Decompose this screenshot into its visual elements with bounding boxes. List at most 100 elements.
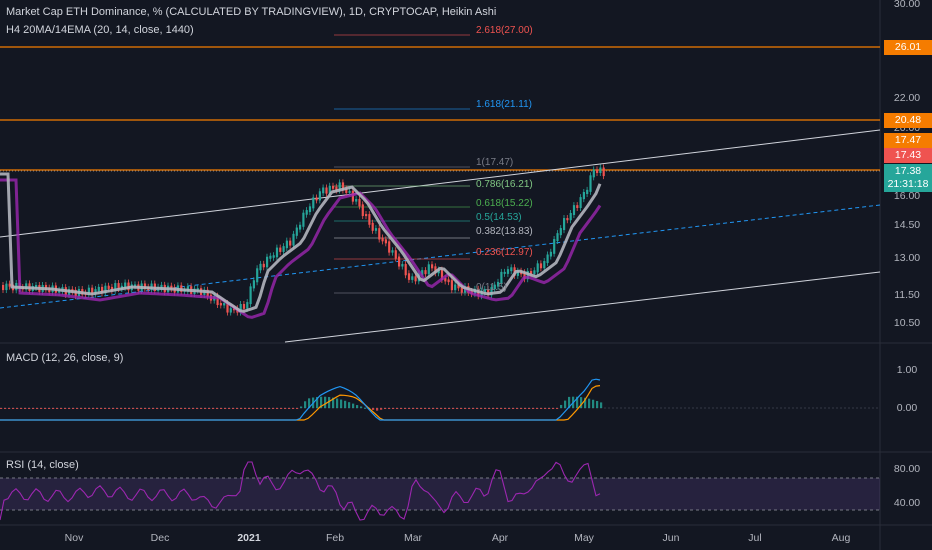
- macd-histogram-bar: [24, 408, 27, 409]
- time-label: Mar: [403, 532, 423, 544]
- macd-histogram-bar: [576, 396, 579, 408]
- candle: [275, 247, 279, 258]
- ma-line: [0, 172, 602, 313]
- candle: [252, 280, 255, 289]
- candle: [483, 289, 486, 293]
- macd-histogram-bar: [444, 408, 447, 409]
- candle: [437, 269, 440, 274]
- candle: [302, 212, 305, 227]
- candle: [582, 192, 585, 200]
- candle: [384, 239, 387, 244]
- candle: [447, 279, 450, 283]
- time-label: 2021: [237, 532, 261, 544]
- macd-histogram-bar: [120, 408, 123, 409]
- macd-histogram-bar: [260, 408, 263, 409]
- macd-histogram-bar: [100, 408, 103, 409]
- macd-histogram-bar: [460, 408, 463, 409]
- macd-histogram-bar: [324, 396, 327, 408]
- price-tag-17-47: 17.47: [884, 133, 932, 148]
- macd-histogram-bar: [476, 408, 479, 409]
- candle: [5, 283, 8, 291]
- macd-histogram-bar: [128, 408, 131, 409]
- price-tag-26-01: 26.01: [884, 40, 932, 55]
- candle: [566, 218, 569, 221]
- indicator-legend[interactable]: H4 20MA/14EMA (20, 14, close, 1440): [6, 24, 194, 36]
- candle: [543, 261, 546, 269]
- macd-histogram-bar: [196, 408, 199, 409]
- macd-histogram-bar: [456, 408, 459, 409]
- macd-histogram-bar: [192, 408, 195, 409]
- macd-histogram-bar: [300, 406, 303, 408]
- time-label: May: [574, 532, 594, 544]
- macd-histogram-bar: [372, 408, 375, 410]
- macd-histogram-bar: [248, 408, 251, 409]
- candle: [539, 263, 543, 269]
- candle: [503, 271, 506, 274]
- macd-histogram-bar: [424, 408, 427, 409]
- candle: [292, 233, 295, 246]
- macd-histogram-bar: [556, 408, 559, 409]
- candle: [450, 280, 453, 291]
- macd-histogram-bar: [168, 408, 171, 409]
- macd-histogram-bar: [116, 408, 119, 409]
- candle: [398, 256, 401, 267]
- price-tick: 14.50: [893, 219, 921, 231]
- macd-histogram-bar: [108, 408, 111, 409]
- macd-histogram-bar: [332, 397, 335, 408]
- macd-histogram-bar: [8, 408, 11, 409]
- macd-histogram-bar: [204, 408, 207, 409]
- candle: [421, 270, 424, 276]
- macd-tick: 0.00: [896, 402, 918, 414]
- macd-histogram-bar: [484, 408, 487, 409]
- macd-histogram-bar: [144, 408, 147, 409]
- candle: [8, 283, 11, 287]
- fib-label-2618: 2.618(27.00): [476, 25, 533, 36]
- macd-line: [0, 378, 601, 421]
- macd-histogram-bar: [212, 408, 215, 409]
- macd-histogram-bar: [176, 408, 179, 409]
- macd-histogram-bar: [152, 408, 155, 409]
- candle: [345, 188, 348, 193]
- chart-title: Market Cap ETH Dominance, % (CALCULATED …: [6, 6, 497, 18]
- macd-histogram-bar: [512, 408, 515, 409]
- macd-histogram-bar: [436, 408, 439, 409]
- macd-legend[interactable]: MACD (12, 26, close, 9): [6, 352, 124, 364]
- macd-histogram-bar: [532, 408, 535, 409]
- macd-histogram-bar: [132, 408, 135, 409]
- macd-histogram-bar: [60, 408, 63, 409]
- macd-histogram-bar: [284, 408, 287, 409]
- candle: [332, 185, 335, 189]
- candle: [312, 197, 315, 209]
- time-label: Apr: [491, 532, 509, 544]
- candle: [371, 222, 374, 231]
- macd-histogram-bar: [256, 408, 259, 409]
- candle: [404, 264, 407, 276]
- macd-histogram-bar: [4, 408, 7, 409]
- macd-histogram-bar: [344, 400, 347, 408]
- macd-histogram-bar: [28, 408, 31, 409]
- candle: [596, 169, 599, 173]
- candle: [269, 255, 272, 259]
- macd-histogram-bar: [580, 397, 583, 408]
- macd-histogram-bar: [472, 408, 475, 409]
- candle: [87, 287, 90, 295]
- macd-histogram-bar: [164, 408, 167, 409]
- channel-lower-line: [284, 271, 881, 343]
- macd-histogram-bar: [296, 408, 299, 409]
- macd-histogram-bar: [528, 408, 531, 409]
- macd-tick: 1.00: [896, 364, 918, 376]
- macd-histogram-bar: [180, 408, 183, 409]
- candle: [285, 240, 288, 249]
- candle: [434, 266, 437, 274]
- candle: [592, 169, 595, 178]
- candle: [381, 237, 384, 242]
- macd-histogram-bar: [416, 408, 419, 409]
- candle: [249, 286, 252, 305]
- rsi-legend[interactable]: RSI (14, close): [6, 459, 79, 471]
- time-label: Dec: [150, 532, 170, 544]
- rsi-tick: 40.00: [893, 497, 921, 509]
- macd-histogram-bar: [288, 408, 291, 409]
- macd-histogram-bar: [88, 408, 91, 409]
